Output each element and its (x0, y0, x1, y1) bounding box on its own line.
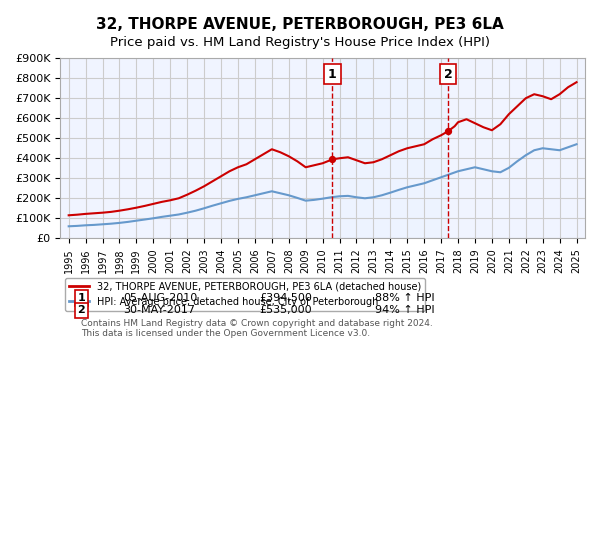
Text: 94% ↑ HPI: 94% ↑ HPI (375, 305, 435, 315)
Text: Price paid vs. HM Land Registry's House Price Index (HPI): Price paid vs. HM Land Registry's House … (110, 36, 490, 49)
Point (443, 127, 453, 136)
Text: 30-MAY-2017: 30-MAY-2017 (123, 305, 195, 315)
Text: Contains HM Land Registry data © Crown copyright and database right 2024.
This d: Contains HM Land Registry data © Crown c… (81, 319, 433, 338)
Text: £394,500: £394,500 (260, 293, 313, 303)
Text: 32, THORPE AVENUE, PETERBOROUGH, PE3 6LA: 32, THORPE AVENUE, PETERBOROUGH, PE3 6LA (96, 17, 504, 32)
Text: 88% ↑ HPI: 88% ↑ HPI (375, 293, 435, 303)
Bar (332, 58, 448, 239)
Text: 1: 1 (77, 293, 85, 303)
Text: 2: 2 (443, 68, 452, 81)
Text: £535,000: £535,000 (260, 305, 312, 315)
Text: 1: 1 (328, 68, 337, 81)
Text: 2: 2 (77, 305, 85, 315)
Legend: 32, THORPE AVENUE, PETERBOROUGH, PE3 6LA (detached house), HPI: Average price, d: 32, THORPE AVENUE, PETERBOROUGH, PE3 6LA… (65, 278, 425, 311)
Point (328, 155, 337, 164)
Text: 05-AUG-2010: 05-AUG-2010 (123, 293, 197, 303)
